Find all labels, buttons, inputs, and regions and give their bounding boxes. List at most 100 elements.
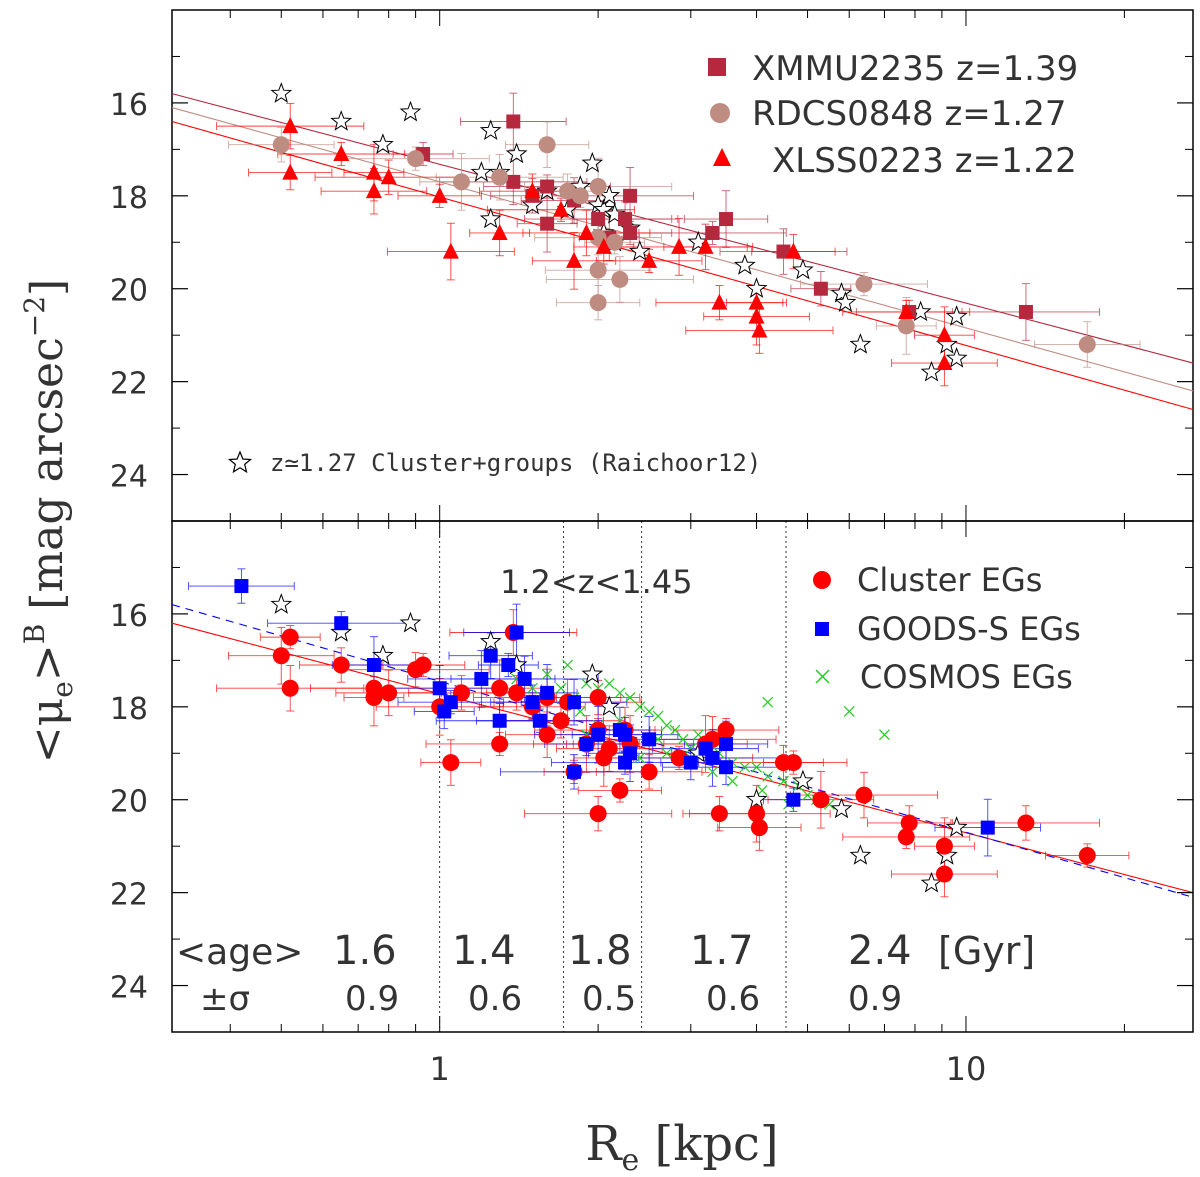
- top-point-xlss0223-z-1-22-6: [431, 186, 448, 203]
- bottom-point-cosmos-egs-2: [541, 668, 553, 680]
- bottom-point-cosmos-egs-13-stroke-b: [652, 710, 664, 722]
- top-point-rdcs0848-z-1-27-15: [1078, 335, 1096, 353]
- age-bin-1: 1.6: [333, 928, 397, 974]
- bottom-point-goods-s-egs-2: [366, 658, 381, 673]
- bottom-point-cosmos-egs-16-stroke-b: [677, 733, 689, 745]
- x-axis-label-units: [kpc]: [639, 1116, 778, 1172]
- bottom-y-tick-label-2: 20: [110, 785, 148, 820]
- y-axis-label: <μe>B [mag arcsec−2]: [18, 279, 79, 763]
- bottom-point-cluster-egs-47: [1017, 814, 1035, 832]
- top-point-xlss0223-z-1-22-10: [552, 200, 569, 217]
- bottom-point-cluster-egs-31: [640, 763, 658, 781]
- bottom-point-cluster-egs-15: [508, 684, 526, 702]
- annotation-star-icon: [227, 450, 253, 474]
- bottom-point-goods-s-egs-29: [786, 792, 801, 807]
- bottom-point-cluster-egs-45: [935, 837, 953, 855]
- bottom-point-cluster-egs-18: [538, 726, 556, 744]
- bottom-point-cosmos-egs-16: [677, 733, 689, 745]
- top-point-xmmu2235-z-1-39-13: [719, 212, 734, 227]
- legend-label-xlss0223: XLSS0223 z=1.22: [772, 141, 1077, 181]
- bottom-point-cosmos-egs-10-stroke-b: [624, 692, 636, 703]
- top-point-xmmu2235-z-1-39-7: [591, 212, 606, 227]
- bottom-point-cluster-egs-28: [611, 781, 629, 799]
- bottom-point-cosmos-egs-40-stroke-b: [756, 785, 768, 796]
- bottom-point-cluster-egs-26: [600, 740, 618, 758]
- top-point-xlss0223-z-1-22-1: [282, 163, 299, 180]
- bottom-point-raichoor12-cluster-groups-3: [399, 611, 422, 633]
- bottom-point-goods-s-egs-26: [705, 750, 720, 765]
- top-point-xlss0223-z-1-22-2: [333, 145, 350, 162]
- bottom-point-goods-s-egs-9: [501, 658, 516, 673]
- bottom-point-cosmos-egs-22-stroke-b: [739, 761, 751, 773]
- legend-marker-xmmu2235: [708, 58, 726, 76]
- top-point-xlss0223-z-1-22-15: [671, 237, 688, 254]
- top-point-xlss0223-z-1-22-3: [365, 163, 382, 180]
- bottom-point-cosmos-egs-12: [643, 706, 655, 717]
- top-point-raichoor12-cluster-groups-26: [830, 281, 853, 303]
- bottom-point-cosmos-egs-31: [879, 729, 890, 741]
- top-legend: XMMU2235 z=1.39 RDCS0848 z=1.27 XLSS0223…: [708, 49, 1078, 181]
- y-axis-label-units-sup: −2: [18, 296, 51, 337]
- top-point-xlss0223-z-1-22-22: [898, 302, 915, 319]
- bottom-point-cosmos-egs-42-stroke-b: [634, 752, 646, 764]
- bottom-point-cosmos-egs-43-stroke-b: [661, 747, 673, 759]
- top-point-rdcs0848-z-1-27-11: [611, 270, 629, 288]
- top-point-raichoor12-cluster-groups-13: [581, 151, 604, 173]
- top-point-raichoor12-cluster-groups-8: [479, 207, 502, 229]
- bottom-point-goods-s-egs-6: [474, 671, 489, 686]
- y-axis-label-tail: >: [22, 644, 73, 681]
- top-point-rdcs0848-z-1-27-10: [589, 261, 607, 279]
- top-point-xmmu2235-z-1-39-15: [813, 281, 828, 296]
- bottom-point-cluster-egs-10: [442, 754, 460, 772]
- bottom-point-cosmos-egs-39-stroke-b: [727, 775, 738, 787]
- bottom-point-cosmos-egs-30-stroke-b: [843, 706, 855, 717]
- x-tick-label-0: 1: [430, 1050, 450, 1088]
- top-point-xmmu2235-z-1-39-9: [623, 188, 638, 203]
- top-point-xlss0223-z-1-22-24: [936, 354, 953, 371]
- top-point-xmmu2235-z-1-39-17: [1018, 304, 1033, 319]
- legend-marker-cosmos-egs: [815, 669, 830, 684]
- bottom-point-goods-s-egs-28: [719, 760, 734, 775]
- top-point-xmmu2235-z-1-39-2: [506, 174, 521, 189]
- top-point-raichoor12-cluster-groups-0: [270, 82, 293, 103]
- top-point-rdcs0848-z-1-27-0: [272, 136, 290, 154]
- legend-marker-rdcs0848: [710, 103, 730, 123]
- bottom-point-cosmos-egs-15: [669, 724, 681, 736]
- top-point-xlss0223-z-1-22-11: [566, 251, 583, 268]
- top-point-raichoor12-cluster-groups-17: [603, 202, 626, 224]
- bottom-point-cosmos-egs-32-stroke-b: [762, 696, 774, 708]
- bottom-point-cosmos-egs-15-stroke-b: [669, 724, 681, 736]
- bottom-point-cosmos-egs-18-stroke-b: [692, 729, 704, 741]
- bottom-point-cosmos-egs-31-stroke-b: [879, 729, 890, 741]
- bottom-point-goods-s-egs-27: [719, 736, 734, 751]
- bottom-point-cosmos-egs-23: [751, 761, 762, 773]
- bottom-point-goods-s-egs-3: [432, 681, 447, 696]
- bottom-point-cosmos-egs-12-stroke-b: [643, 706, 655, 717]
- bottom-point-cosmos-egs-39: [727, 775, 738, 787]
- bottom-point-cosmos-egs-14: [661, 719, 673, 731]
- bottom-point-cosmos-egs-10: [624, 692, 636, 703]
- legend-marker-cluster-egs: [813, 571, 831, 589]
- top-point-xlss0223-z-1-22-9: [524, 182, 541, 199]
- bottom-point-goods-s-egs-8: [492, 713, 507, 728]
- legend-label-cluster-egs: Cluster EGs: [857, 561, 1042, 599]
- legend-label-xmmu2235: XMMU2235 z=1.39: [752, 49, 1078, 89]
- bottom-point-cluster-egs-27: [589, 805, 607, 823]
- y-axis-label-units: [mag arcsec: [22, 337, 73, 623]
- bottom-point-cosmos-egs-2-stroke-b: [541, 668, 553, 680]
- top-y-tick-label-1: 18: [110, 181, 148, 216]
- bottom-point-raichoor12-cluster-groups-9: [745, 788, 768, 809]
- annotation-raichoor12: z≃1.27 Cluster+groups (Raichoor12): [270, 449, 761, 477]
- top-point-raichoor12-cluster-groups-1: [330, 110, 353, 131]
- bottom-point-goods-s-egs-15: [567, 695, 582, 710]
- top-point-raichoor12-cluster-groups-33: [945, 305, 968, 326]
- bottom-point-cosmos-egs-29-stroke-b: [823, 798, 835, 810]
- bottom-point-goods-s-egs-20: [618, 727, 633, 742]
- bottom-point-goods-s-egs-17: [579, 736, 594, 751]
- bottom-point-cluster-egs-12: [491, 735, 509, 753]
- bottom-point-cosmos-egs-9-stroke-b: [614, 687, 626, 699]
- bottom-point-cosmos-egs-13: [652, 710, 664, 722]
- top-point-xlss0223-z-1-22-5: [380, 168, 397, 185]
- top-point-xlss0223-z-1-22-13: [595, 237, 612, 254]
